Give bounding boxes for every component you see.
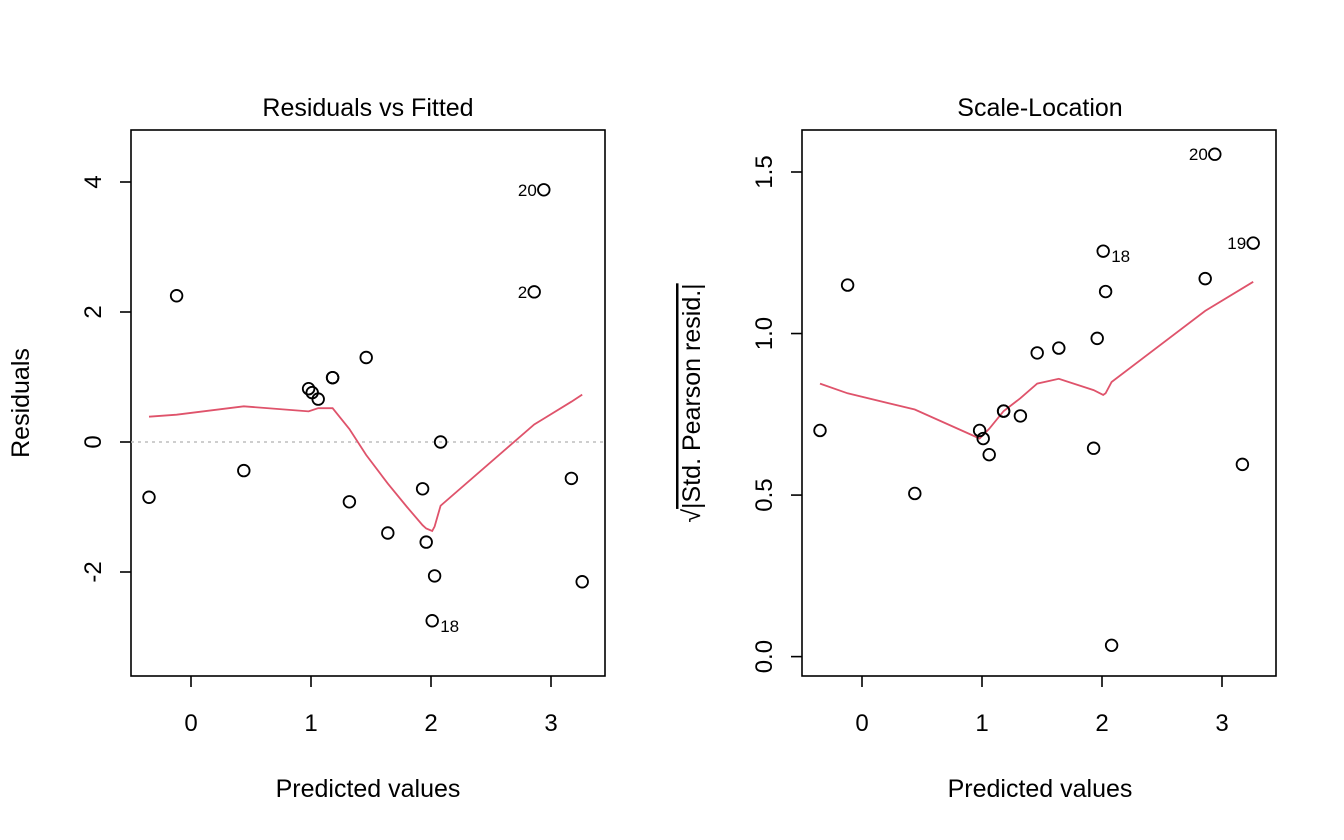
data-point [342, 495, 357, 509]
data-point [976, 431, 990, 446]
y-axis-label-text: |Std. Pearson resid.| [678, 283, 706, 509]
radical-sign: √ [678, 509, 706, 523]
point-label: 20 [518, 181, 537, 200]
point-label: 18 [440, 617, 459, 636]
axis-ticks [120, 181, 552, 687]
data-point [527, 285, 541, 299]
y-tick-label: 1.5 [751, 155, 778, 188]
data-point [381, 526, 395, 540]
x-tick-label: 1 [304, 710, 317, 737]
data-point [564, 471, 579, 486]
data-point [142, 490, 156, 504]
point-labels: 18 2 20 [440, 181, 537, 636]
y-axis-label: √|Std. Pearson resid.| [678, 283, 706, 522]
plot-frame [801, 129, 1277, 677]
data-point [1096, 244, 1110, 258]
y-tick-label: 4 [80, 175, 107, 188]
data-point [425, 614, 439, 628]
data-point [415, 482, 430, 496]
y-tick-label: 0.5 [751, 478, 778, 511]
data-point [433, 435, 448, 449]
data-point [1030, 346, 1044, 360]
data-point [1090, 331, 1104, 346]
plot-title: Scale-Location [957, 94, 1122, 122]
x-tick-label: 3 [1215, 710, 1228, 737]
data-point [427, 569, 442, 583]
data-point [1013, 409, 1028, 423]
x-tick-label: 2 [424, 710, 437, 737]
data-point [537, 183, 551, 197]
point-label: 2 [518, 283, 527, 302]
y-tick-label: 0.0 [751, 640, 778, 673]
point-labels: 18 20 19 [1111, 145, 1246, 266]
x-tick-label: 1 [975, 710, 988, 737]
data-point [1246, 236, 1260, 250]
x-tick-label: 0 [855, 710, 868, 737]
data-point [972, 423, 987, 438]
plot-frame [130, 129, 606, 677]
point-label: 19 [1227, 234, 1246, 253]
point-label: 20 [1189, 145, 1208, 164]
data-points [142, 183, 589, 628]
data-point [813, 423, 827, 438]
axis-ticks [791, 171, 1223, 687]
y-tick-label: 2 [80, 305, 107, 318]
x-tick-label: 3 [544, 710, 557, 737]
data-point [169, 289, 184, 303]
x-axis-label: Predicted values [276, 775, 461, 803]
data-point [908, 486, 922, 501]
data-point [311, 392, 325, 406]
data-point [301, 382, 316, 396]
data-point [1086, 441, 1101, 455]
residuals-vs-fitted-panel: Residuals vs Fitted Predicted values Res… [7, 94, 606, 803]
data-point [359, 350, 373, 365]
data-point [575, 575, 589, 589]
data-point [1052, 341, 1066, 355]
y-axis-label-group: √|Std. Pearson resid.| [678, 283, 706, 522]
data-point [325, 370, 340, 385]
data-points [813, 147, 1260, 653]
y-tick-label: -2 [80, 561, 107, 582]
x-axis-label: Predicted values [948, 775, 1133, 803]
data-point [1198, 271, 1212, 286]
tick-labels: 0 1 2 3 -2 0 2 4 [80, 175, 558, 737]
data-point [996, 404, 1011, 418]
y-tick-label: 0 [80, 435, 107, 448]
x-tick-label: 0 [184, 710, 197, 737]
plot-title: Residuals vs Fitted [262, 94, 473, 122]
data-point [419, 535, 433, 549]
y-axis-label: Residuals [7, 348, 35, 458]
scale-location-panel: Scale-Location Predicted values √|Std. P… [678, 94, 1277, 803]
data-point [1235, 457, 1250, 472]
data-point [237, 463, 251, 478]
smooth-trend-line [819, 281, 1254, 440]
data-point [982, 447, 996, 462]
data-point [1104, 638, 1119, 653]
point-label: 18 [1111, 247, 1130, 266]
x-tick-label: 2 [1095, 710, 1108, 737]
data-point [1098, 284, 1113, 299]
data-point [1208, 147, 1222, 161]
smooth-trend-line [148, 393, 583, 533]
tick-labels: 0 1 2 3 0.0 0.5 1.0 1.5 [751, 155, 1229, 737]
y-tick-label: 1.0 [751, 317, 778, 350]
data-point [840, 278, 855, 292]
